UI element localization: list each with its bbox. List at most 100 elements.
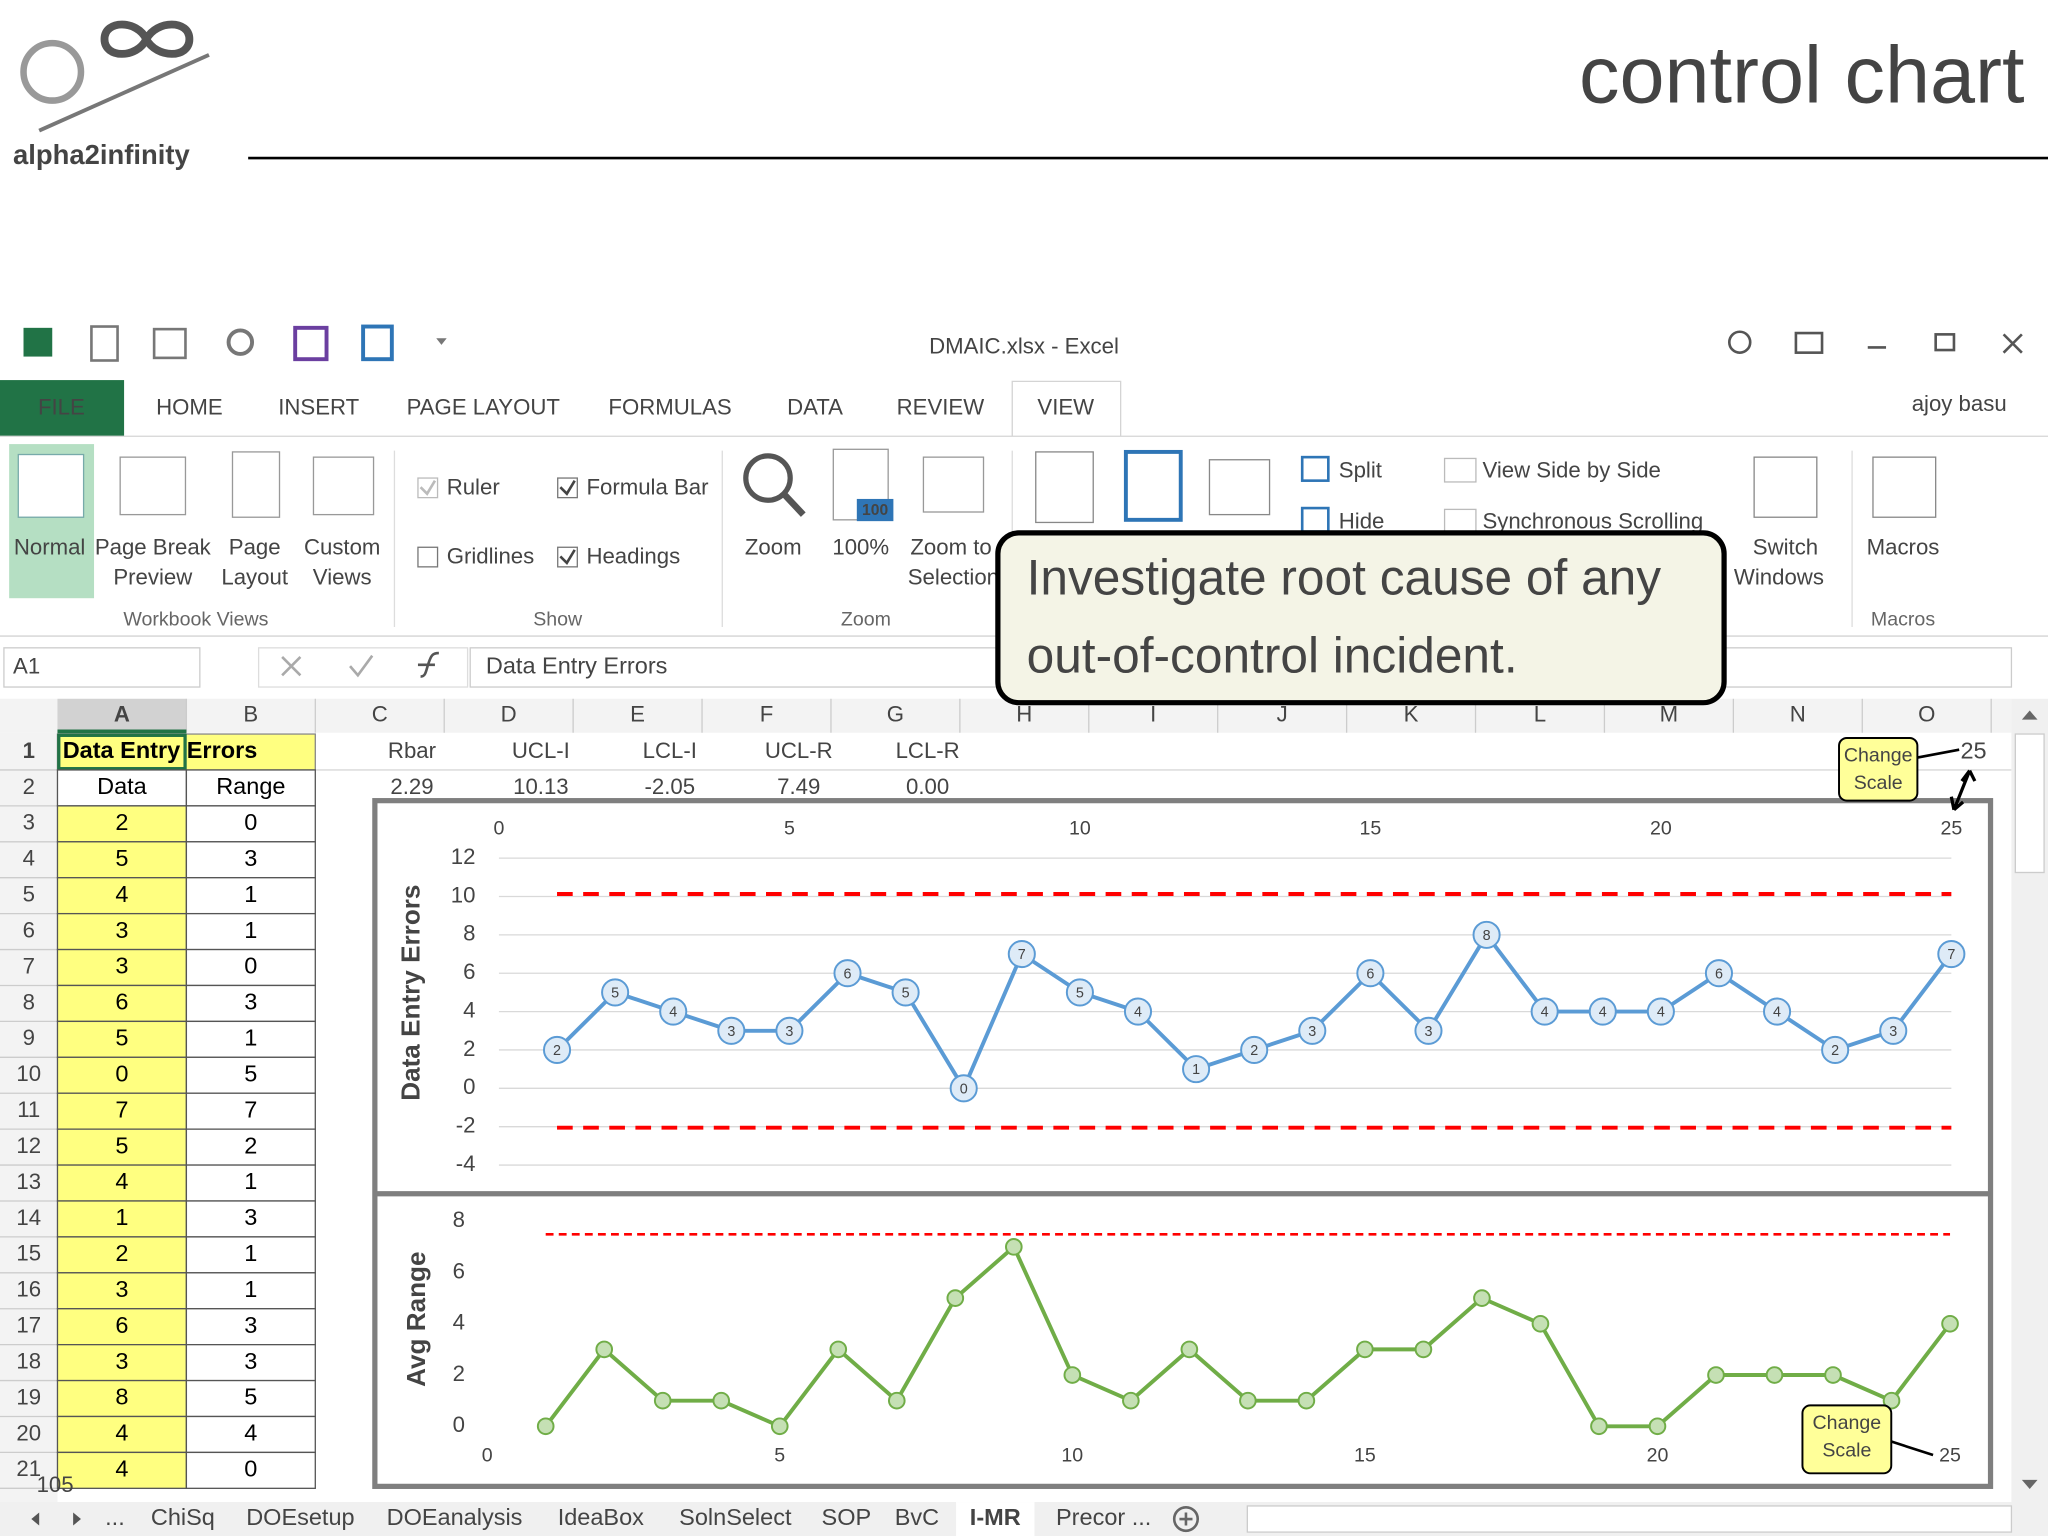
sheet-tab[interactable]: Precor ... <box>1056 1504 1151 1530</box>
hide-icon[interactable] <box>1300 506 1330 533</box>
row-header[interactable]: 5 <box>23 882 35 907</box>
ribbon-button-label[interactable]: Macros <box>1867 534 1940 559</box>
column-header[interactable]: C <box>372 702 388 727</box>
zoom-icon[interactable] <box>743 453 793 503</box>
row-header[interactable]: 21 <box>16 1456 41 1481</box>
ribbon-tab[interactable]: REVIEW <box>897 395 985 420</box>
zoom-selection-icon[interactable] <box>922 456 985 513</box>
ribbon-button-label[interactable]: Split <box>1339 457 1382 482</box>
new-window-icon[interactable] <box>1035 451 1094 524</box>
ribbon-tab[interactable]: FILE <box>38 395 85 420</box>
scrollbar-thumb[interactable] <box>2014 733 2045 874</box>
column-header[interactable]: I <box>1150 702 1156 727</box>
row-header[interactable]: 13 <box>16 1169 41 1194</box>
sheet-tab[interactable]: BvC <box>895 1504 939 1530</box>
column-header[interactable]: J <box>1277 702 1288 727</box>
row-header[interactable]: 10 <box>16 1061 41 1086</box>
ribbon-button-label[interactable]: Page Break <box>95 534 212 559</box>
ribbon-button-label[interactable]: View Side by Side <box>1482 457 1660 482</box>
ribbon-button-label[interactable]: Selection <box>908 564 999 589</box>
custom-views-icon[interactable] <box>312 456 375 516</box>
qat-icon[interactable] <box>90 325 119 362</box>
ribbon-tab[interactable]: INSERT <box>278 395 359 420</box>
column-header[interactable]: O <box>1918 702 1935 727</box>
checkbox-label[interactable]: Gridlines <box>447 544 535 569</box>
ribbon-button-label[interactable]: Zoom to <box>910 534 991 559</box>
ribbon-button-label[interactable]: Hide <box>1339 508 1385 533</box>
checkbox-label[interactable]: Headings <box>586 544 680 569</box>
horizontal-scrollbar[interactable] <box>1246 1505 2013 1533</box>
row-header[interactable]: 3 <box>23 810 35 835</box>
row-header[interactable]: 20 <box>16 1420 41 1445</box>
column-header[interactable]: B <box>243 702 258 727</box>
row-header[interactable]: 2 <box>23 774 35 799</box>
ribbon-button-label[interactable]: Zoom <box>745 534 802 559</box>
normal-icon[interactable] <box>17 453 85 518</box>
ribbon-tab[interactable]: FORMULAS <box>608 395 731 420</box>
ribbon-tab[interactable]: VIEW <box>1037 395 1094 420</box>
row-header[interactable]: 11 <box>17 1097 40 1122</box>
sheet-tab[interactable]: DOEanalysis <box>387 1504 523 1530</box>
row-header[interactable]: 14 <box>16 1205 41 1230</box>
checkbox-label[interactable]: Formula Bar <box>586 474 709 499</box>
row-header[interactable]: 16 <box>16 1277 41 1302</box>
checkbox[interactable] <box>417 546 439 568</box>
ribbon-tab[interactable]: HOME <box>156 395 223 420</box>
scroll-down[interactable] <box>2021 1479 2038 1489</box>
sheet-tab[interactable]: DOEsetup <box>246 1504 354 1530</box>
sync-scroll-icon[interactable] <box>1443 508 1477 534</box>
sheet-tab[interactable]: ... <box>105 1504 125 1530</box>
sheet-tab[interactable]: IdeaBox <box>558 1504 644 1530</box>
ribbon-button-label[interactable]: Custom <box>304 534 380 559</box>
ribbon-display-button[interactable] <box>1794 331 1824 354</box>
ribbon-button-label[interactable]: Preview <box>113 564 193 589</box>
save-icon[interactable] <box>293 325 329 362</box>
ribbon-tab[interactable]: DATA <box>787 395 843 420</box>
row-header[interactable]: 4 <box>23 846 35 871</box>
qat-icon[interactable] <box>226 328 255 356</box>
help-button[interactable] <box>1727 330 1752 354</box>
column-header[interactable]: M <box>1660 702 1678 727</box>
page-break-icon[interactable] <box>119 456 187 516</box>
row-header[interactable]: 1 <box>23 738 35 763</box>
row-header[interactable]: 19 <box>16 1384 41 1409</box>
sheet-tab[interactable]: SolnSelect <box>679 1504 792 1530</box>
qat-dropdown[interactable] <box>436 338 447 345</box>
ribbon-button-label[interactable]: Views <box>313 564 372 589</box>
freeze-icon[interactable] <box>1208 459 1271 516</box>
name-box[interactable] <box>3 647 201 688</box>
column-header[interactable]: N <box>1790 702 1806 727</box>
column-header[interactable]: G <box>887 702 904 727</box>
column-header[interactable]: H <box>1016 702 1032 727</box>
new-sheet-button[interactable] <box>1172 1505 1200 1533</box>
row-header[interactable]: 18 <box>16 1348 41 1373</box>
ribbon-button-label[interactable]: Switch <box>1753 534 1818 559</box>
restore-button[interactable] <box>1934 333 1956 352</box>
scroll-up[interactable] <box>2021 710 2038 720</box>
row-header[interactable]: 17 <box>16 1313 41 1338</box>
split-icon[interactable] <box>1300 455 1330 482</box>
ribbon-button-label[interactable]: Page <box>229 534 281 559</box>
column-header[interactable]: D <box>501 702 517 727</box>
row-header[interactable]: 8 <box>23 989 35 1014</box>
cancel-button[interactable] <box>281 656 302 677</box>
arrange-icon[interactable] <box>1123 449 1183 522</box>
macros-icon[interactable] <box>1872 456 1937 518</box>
ribbon-button-label[interactable]: 100% <box>832 534 889 559</box>
column-header[interactable]: K <box>1404 702 1419 727</box>
sheet-tab[interactable]: I-MR <box>970 1504 1021 1530</box>
row-header[interactable]: 6 <box>23 917 35 942</box>
close-button[interactable] <box>2002 333 2023 354</box>
ribbon-button-label[interactable]: Windows <box>1734 564 1824 589</box>
qat-icon[interactable] <box>152 327 187 360</box>
column-header[interactable]: F <box>760 702 774 727</box>
row-header[interactable]: 12 <box>16 1133 41 1158</box>
ribbon-button-label[interactable]: Layout <box>221 564 288 589</box>
side-by-side-icon[interactable] <box>1443 457 1477 483</box>
switch-windows-icon[interactable] <box>1753 456 1818 518</box>
insert-function-button[interactable] <box>417 651 439 678</box>
column-header[interactable]: E <box>630 702 645 727</box>
qat-icon[interactable] <box>361 324 394 362</box>
ribbon-button-label[interactable]: Synchronous Scrolling <box>1482 508 1703 533</box>
ribbon-button-label[interactable]: Normal <box>14 534 86 559</box>
